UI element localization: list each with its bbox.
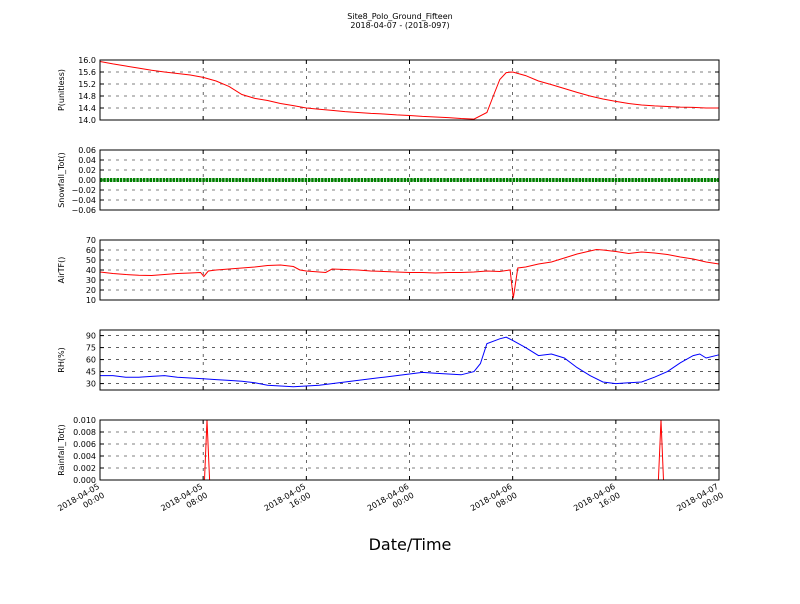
- y-axis-label: Rainfall_Tot(): [57, 424, 66, 476]
- y-tick-label: 14.0: [78, 116, 96, 125]
- series-line: [100, 336, 720, 388]
- panel-2: −0.06−0.04−0.020.000.020.040.06 Snowfall_…: [57, 146, 720, 215]
- y-tick-label: 20: [86, 286, 96, 295]
- plot-frame: [99, 59, 720, 121]
- y-tick-label: 60: [86, 246, 96, 255]
- y-tick-label: 0.04: [78, 156, 96, 165]
- panels-group: 14.0 14.4 14.8 15.2 15.6 16.0 P(unitless) −0.06…: [57, 56, 720, 485]
- panel-5: 0.000 0.002 0.004 0.006 0.008 0.010 Rainfall_T…: [57, 416, 720, 485]
- series-line: [99, 61, 719, 120]
- y-tick-label: 75: [86, 344, 96, 353]
- y-tick-label: −0.02: [71, 186, 96, 195]
- y-tick-label: 60: [86, 356, 96, 365]
- y-tick-label: 0.008: [73, 428, 96, 437]
- y-tick-label: 10: [86, 296, 96, 305]
- y-tick-label: 0.06: [78, 146, 96, 155]
- y-tick-label: 40: [86, 266, 96, 275]
- y-tick-label: 90: [86, 332, 96, 341]
- plot-frame: [99, 419, 720, 481]
- chart-title: Site8_Polo_Ground_Fifteen: [347, 12, 452, 21]
- y-axis-label: P(unitless): [57, 69, 66, 111]
- y-tick-label: 15.6: [78, 68, 96, 77]
- y-tick-label: 0.010: [73, 416, 96, 425]
- x-axis-label: Date/Time: [369, 535, 452, 554]
- y-tick-label: 30: [86, 276, 96, 285]
- y-tick-label: 0.02: [78, 166, 96, 175]
- y-tick-label: 0.006: [73, 440, 96, 449]
- y-axis-label: RH(%): [57, 347, 66, 372]
- panel-1: 14.0 14.4 14.8 15.2 15.6 16.0 P(unitless): [57, 56, 720, 125]
- y-tick-label: 14.8: [78, 92, 96, 101]
- panel-4: 30 45 60 75 90 RH(%): [57, 329, 720, 391]
- y-tick-label: 50: [86, 256, 96, 265]
- chart-subtitle: 2018-04-07 - (2018-097): [350, 21, 449, 30]
- y-tick-label: 30: [86, 380, 96, 389]
- y-tick-label: 70: [86, 236, 96, 245]
- y-tick-label: 14.4: [78, 104, 96, 113]
- plot-frame: [99, 329, 720, 391]
- y-axis-label: AirTF(): [57, 257, 66, 284]
- y-tick-label: −0.06: [71, 206, 96, 215]
- plot-frame: [99, 149, 720, 211]
- y-tick-label: 15.2: [78, 80, 96, 89]
- y-tick-label: 16.0: [78, 56, 96, 65]
- plot-frame: [99, 239, 720, 301]
- y-tick-label: 0.000: [73, 476, 96, 485]
- y-tick-label: −0.04: [71, 196, 96, 205]
- y-axis-label: Snowfall_Tot(): [57, 152, 66, 208]
- y-tick-label: 0.002: [73, 464, 96, 473]
- y-tick-label: 45: [86, 368, 96, 377]
- series-line: [99, 248, 720, 299]
- y-tick-label: 0.004: [73, 452, 96, 461]
- y-tick-label: 0.00: [78, 176, 96, 185]
